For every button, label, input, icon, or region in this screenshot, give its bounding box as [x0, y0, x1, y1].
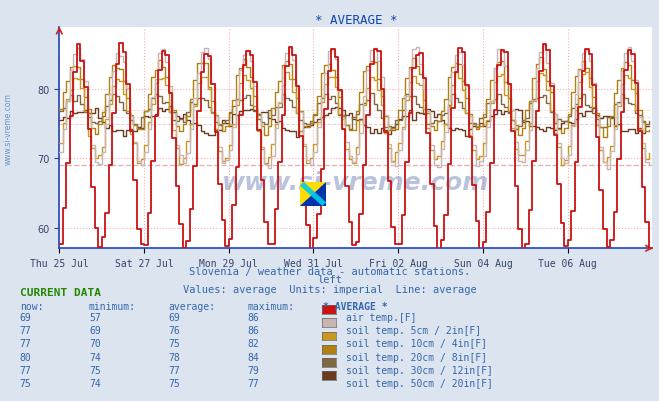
Text: 80: 80: [20, 352, 32, 362]
Text: 82: 82: [247, 338, 259, 348]
Text: 77: 77: [20, 338, 32, 348]
Text: 69: 69: [168, 312, 180, 322]
Text: left: left: [317, 275, 342, 285]
Text: 78: 78: [168, 352, 180, 362]
Text: soil temp. 20cm / 8in[F]: soil temp. 20cm / 8in[F]: [346, 352, 487, 362]
Text: CURRENT DATA: CURRENT DATA: [20, 287, 101, 297]
Text: 74: 74: [89, 378, 101, 388]
Text: 75: 75: [20, 378, 32, 388]
Text: 77: 77: [168, 365, 180, 375]
Polygon shape: [300, 182, 326, 207]
Text: 79: 79: [247, 365, 259, 375]
Text: minimum:: minimum:: [89, 302, 136, 312]
Polygon shape: [300, 182, 326, 207]
Text: air temp.[F]: air temp.[F]: [346, 312, 416, 322]
Text: 75: 75: [168, 338, 180, 348]
Text: 86: 86: [247, 312, 259, 322]
Text: www.si-vreme.com: www.si-vreme.com: [222, 170, 490, 194]
Text: soil temp. 5cm / 2in[F]: soil temp. 5cm / 2in[F]: [346, 325, 481, 335]
Text: maximum:: maximum:: [247, 302, 294, 312]
Text: 69: 69: [89, 325, 101, 335]
Text: * AVERAGE *: * AVERAGE *: [323, 302, 387, 312]
Text: Slovenia / weather data - automatic stations.: Slovenia / weather data - automatic stat…: [189, 267, 470, 277]
Text: now:: now:: [20, 302, 43, 312]
Text: 86: 86: [247, 325, 259, 335]
Text: 77: 77: [247, 378, 259, 388]
Text: 77: 77: [20, 365, 32, 375]
Text: 77: 77: [20, 325, 32, 335]
Text: soil temp. 30cm / 12in[F]: soil temp. 30cm / 12in[F]: [346, 365, 493, 375]
Text: 84: 84: [247, 352, 259, 362]
Text: 70: 70: [89, 338, 101, 348]
Text: 57: 57: [89, 312, 101, 322]
Text: soil temp. 50cm / 20in[F]: soil temp. 50cm / 20in[F]: [346, 378, 493, 388]
Text: 76: 76: [168, 325, 180, 335]
Text: Values: average  Units: imperial  Line: average: Values: average Units: imperial Line: av…: [183, 285, 476, 295]
Text: 75: 75: [168, 378, 180, 388]
Text: www.si-vreme.com: www.si-vreme.com: [3, 93, 13, 164]
Polygon shape: [300, 182, 326, 207]
Text: 74: 74: [89, 352, 101, 362]
Text: 69: 69: [20, 312, 32, 322]
Text: soil temp. 10cm / 4in[F]: soil temp. 10cm / 4in[F]: [346, 338, 487, 348]
Title: * AVERAGE *: * AVERAGE *: [314, 14, 397, 27]
Text: average:: average:: [168, 302, 215, 312]
Text: 75: 75: [89, 365, 101, 375]
